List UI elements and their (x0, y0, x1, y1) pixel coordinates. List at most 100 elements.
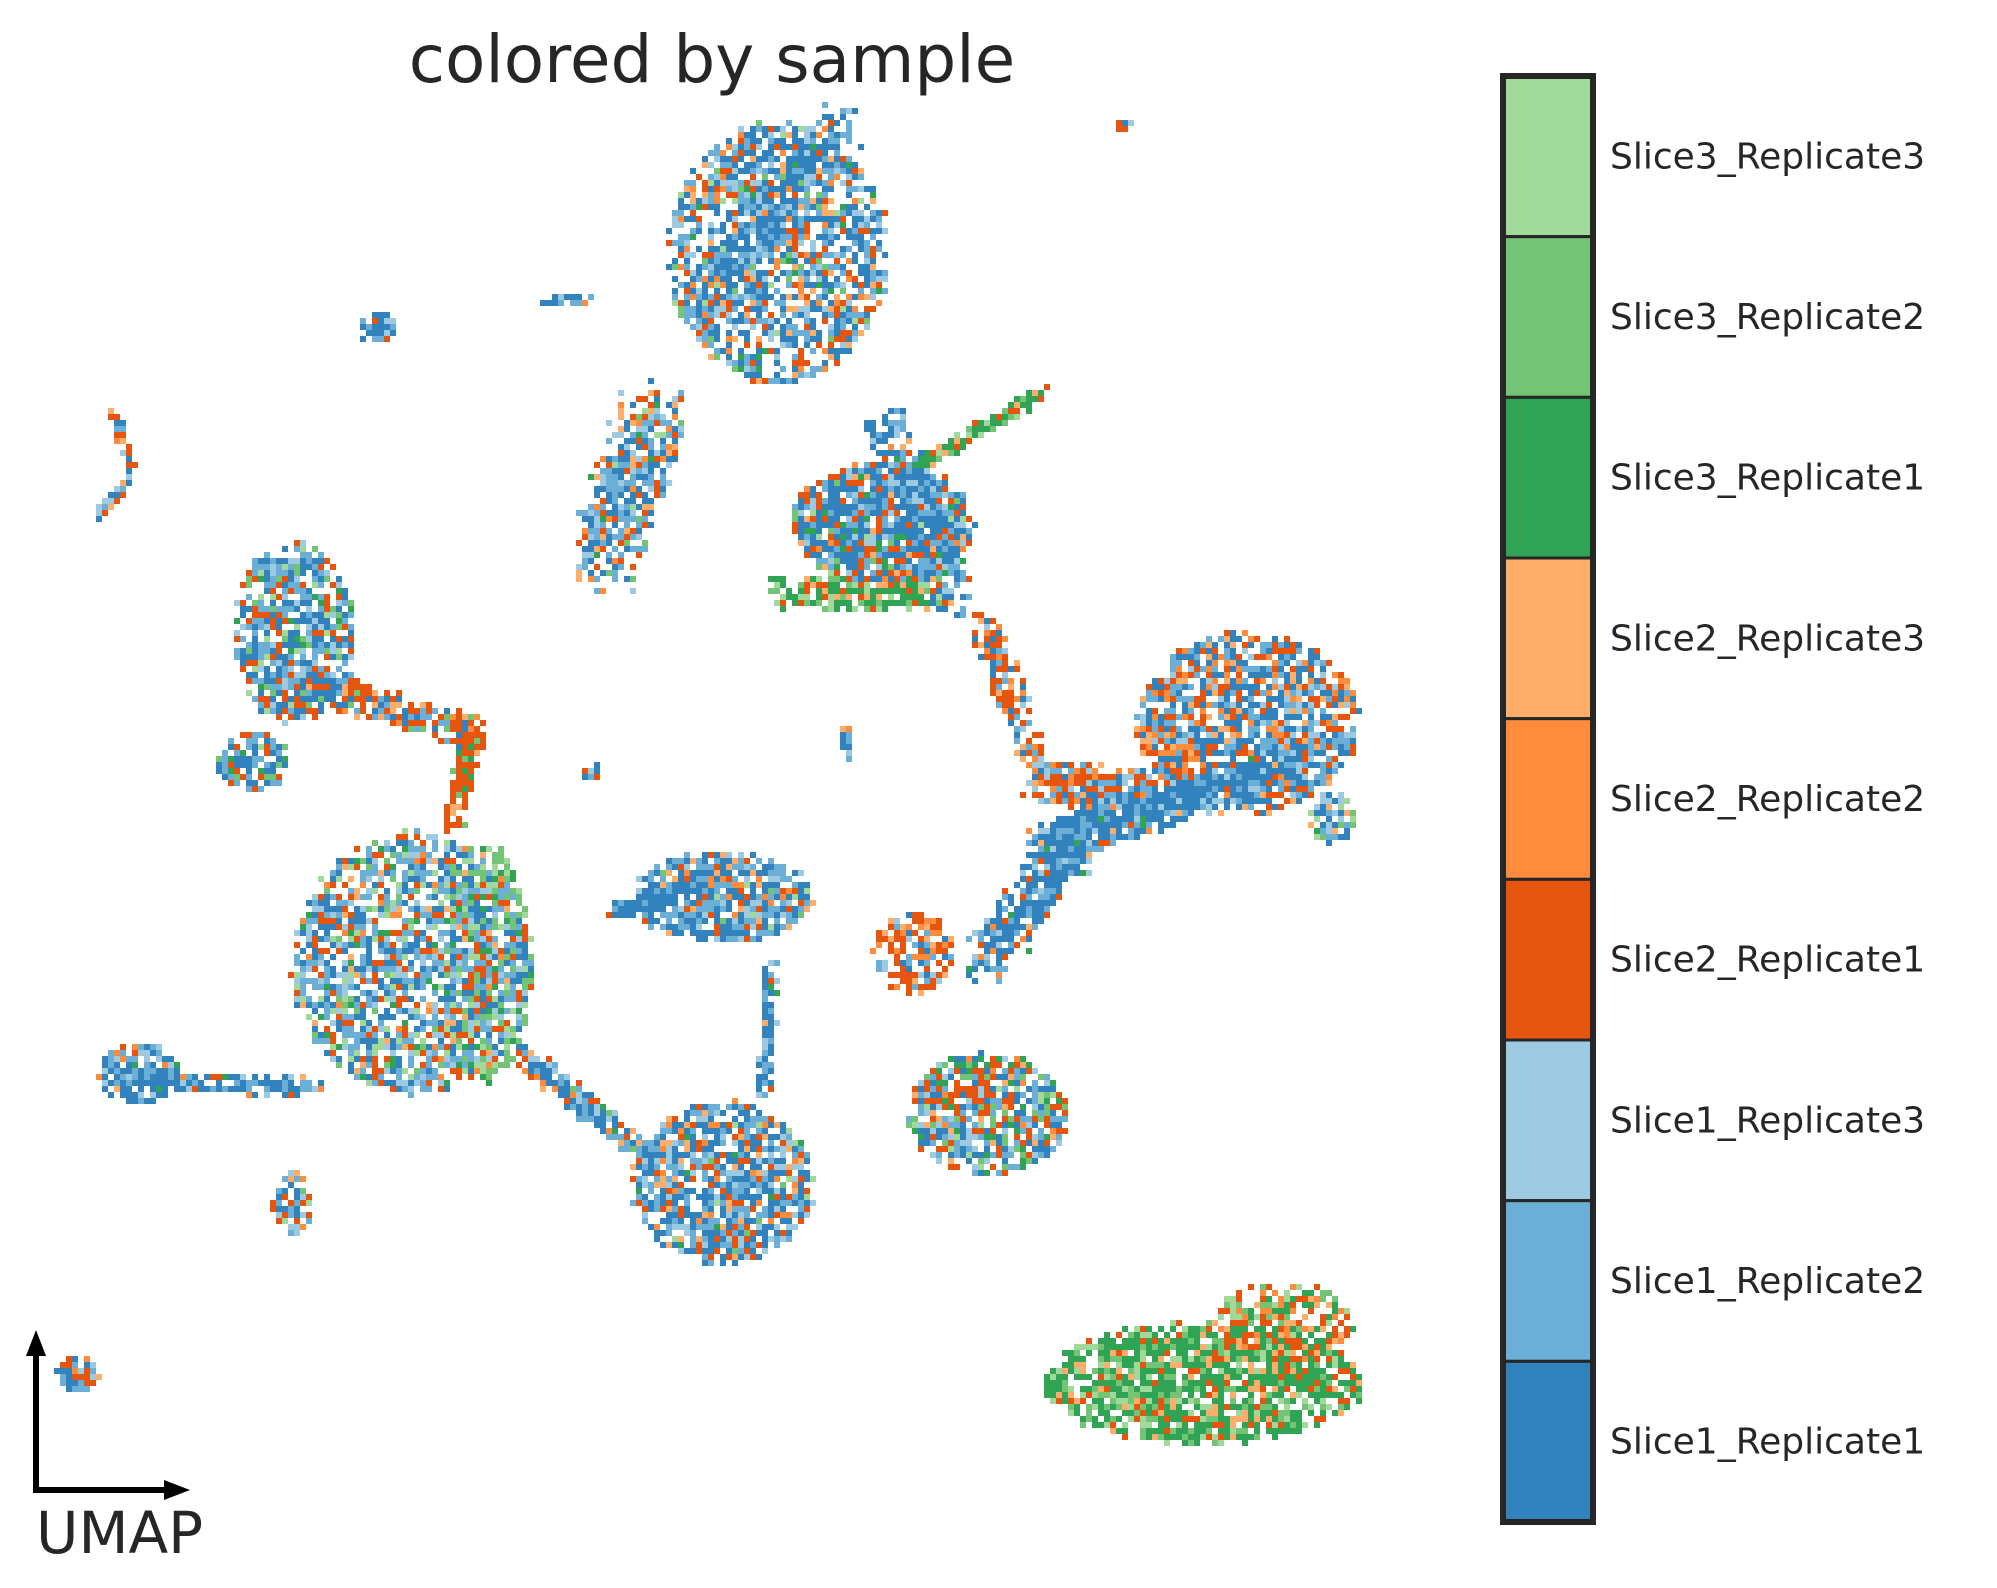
scatter-point (1170, 1356, 1176, 1362)
scatter-point (444, 960, 450, 966)
scatter-point (1146, 1338, 1152, 1344)
scatter-point (966, 1152, 972, 1158)
scatter-point (1296, 1368, 1302, 1374)
scatter-point (972, 1062, 978, 1068)
scatter-point (1110, 1374, 1116, 1380)
scatter-point (1284, 1422, 1290, 1428)
scatter-point (330, 936, 336, 942)
scatter-point (450, 1002, 456, 1008)
scatter-point (516, 900, 522, 906)
scatter-point (1230, 660, 1236, 666)
scatter-point (966, 1068, 972, 1074)
scatter-point (390, 900, 396, 906)
scatter-point (1260, 792, 1266, 798)
scatter-point (1134, 1338, 1140, 1344)
scatter-point (1272, 1374, 1278, 1380)
scatter-point (384, 930, 390, 936)
scatter-point (876, 594, 882, 600)
scatter-point (636, 1188, 642, 1194)
scatter-point (1296, 1422, 1302, 1428)
scatter-point (492, 882, 498, 888)
scatter-point (1044, 1380, 1050, 1386)
scatter-point (1146, 1332, 1152, 1338)
scatter-point (870, 198, 876, 204)
scatter-point (1332, 1410, 1338, 1416)
scatter-point (1074, 1356, 1080, 1362)
scatter-point (1110, 1416, 1116, 1422)
scatter-point (822, 606, 828, 612)
scatter-point (1044, 846, 1050, 852)
scatter-point (1260, 1410, 1266, 1416)
scatter-point (648, 456, 654, 462)
scatter-point (1128, 1386, 1134, 1392)
scatter-point (504, 990, 510, 996)
scatter-point (1272, 1404, 1278, 1410)
scatter-point (1200, 1356, 1206, 1362)
scatter-point (1266, 1404, 1272, 1410)
scatter-point (630, 504, 636, 510)
scatter-point (1218, 1398, 1224, 1404)
scatter-point (342, 1002, 348, 1008)
scatter-point (216, 756, 222, 762)
scatter-point (906, 606, 912, 612)
scatter-point (1212, 1362, 1218, 1368)
scatter-point (816, 594, 822, 600)
scatter-point (936, 552, 942, 558)
scatter-point (1170, 1344, 1176, 1350)
scatter-point (1170, 1374, 1176, 1380)
scatter-point (1182, 1350, 1188, 1356)
scatter-point (1266, 1398, 1272, 1404)
scatter-point (870, 192, 876, 198)
scatter-point (1242, 1428, 1248, 1434)
scatter-point (1344, 1362, 1350, 1368)
scatter-point (1230, 1350, 1236, 1356)
scatter-point (1074, 1404, 1080, 1410)
scatter-point (780, 594, 786, 600)
scatter-point (936, 576, 942, 582)
scatter-point (1092, 1386, 1098, 1392)
scatter-point (414, 918, 420, 924)
scatter-point (870, 558, 876, 564)
scatter-point (510, 1056, 516, 1062)
scatter-point (1260, 1302, 1266, 1308)
scatter-point (450, 870, 456, 876)
scatter-point (462, 786, 468, 792)
scatter-point (474, 882, 480, 888)
scatter-point (696, 204, 702, 210)
scatter-point (264, 774, 270, 780)
scatter-point (1224, 1416, 1230, 1422)
scatter-point (1098, 1356, 1104, 1362)
scatter-point (978, 1164, 984, 1170)
scatter-point (372, 840, 378, 846)
scatter-point (1332, 1356, 1338, 1362)
scatter-point (828, 570, 834, 576)
scatter-point (486, 1008, 492, 1014)
scatter-point (1206, 1332, 1212, 1338)
scatter-point (654, 402, 660, 408)
scatter-point (1116, 1416, 1122, 1422)
scatter-point (816, 576, 822, 582)
scatter-point (174, 1062, 180, 1068)
scatter-point (828, 354, 834, 360)
scatter-point (1212, 1380, 1218, 1386)
scatter-point (504, 1044, 510, 1050)
scatter-point (846, 162, 852, 168)
scatter-point (756, 1218, 762, 1224)
scatter-point (816, 204, 822, 210)
scatter-point (918, 588, 924, 594)
scatter-point (1236, 708, 1242, 714)
scatter-point (900, 594, 906, 600)
scatter-point (798, 276, 804, 282)
scatter-point (468, 744, 474, 750)
scatter-point (906, 600, 912, 606)
scatter-point (1182, 1326, 1188, 1332)
scatter-point (1290, 798, 1296, 804)
scatter-point (348, 1002, 354, 1008)
scatter-point (1128, 1356, 1134, 1362)
scatter-point (1242, 1440, 1248, 1446)
scatter-point (1146, 1368, 1152, 1374)
scatter-point (1296, 1380, 1302, 1386)
scatter-point (978, 642, 984, 648)
scatter-point (306, 642, 312, 648)
scatter-point (996, 1086, 1002, 1092)
